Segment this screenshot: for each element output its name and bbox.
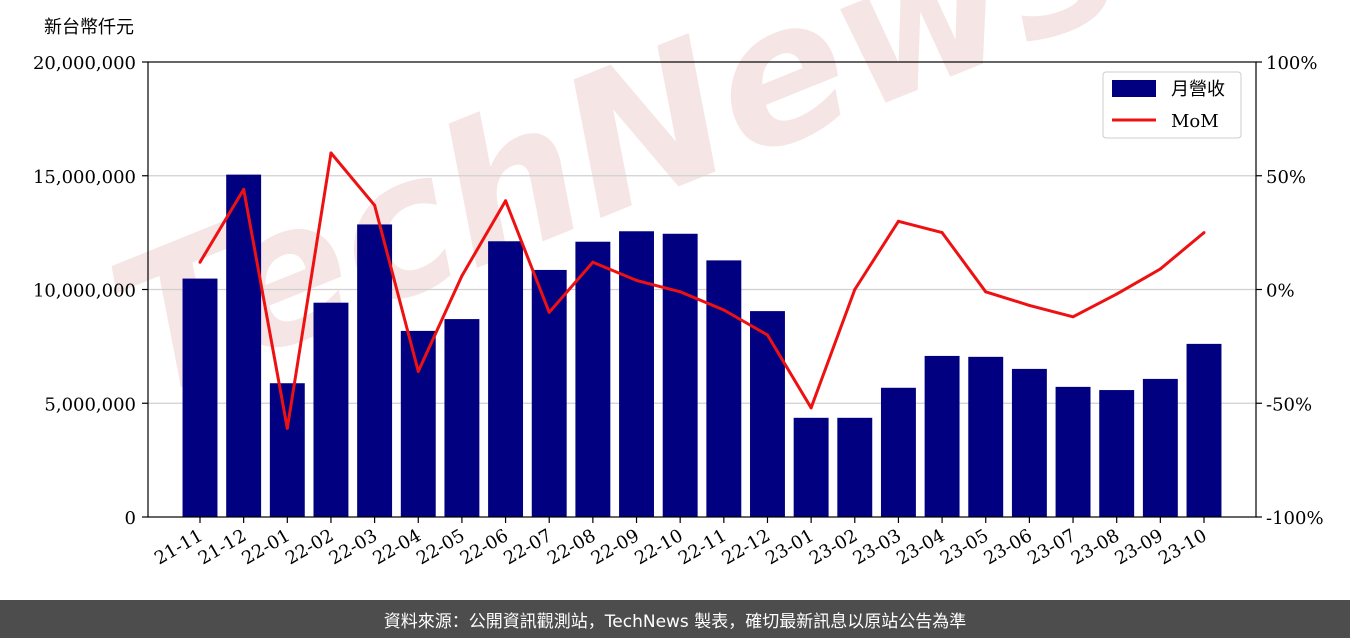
x-tick-label: 23-08: [1068, 525, 1123, 569]
x-tick-label: 23-05: [937, 525, 992, 569]
left-tick-label: 20,000,000: [33, 53, 136, 74]
mom-point-22-02: [329, 151, 333, 155]
legend: 月營收 MoM: [1102, 71, 1242, 139]
mom-point-22-12: [765, 333, 769, 337]
x-tick-label: 22-08: [544, 525, 599, 569]
x-tick-label: 21-11: [151, 525, 206, 569]
bar-22-08: [575, 241, 611, 517]
x-tick-label: 22-02: [282, 525, 337, 569]
mom-point-23-06: [1027, 303, 1031, 307]
x-tick-label: 22-11: [675, 525, 730, 569]
left-y-axis: 0 5,000,000 10,000,000 15,000,000 20,000,000: [33, 53, 148, 529]
mom-point-22-03: [373, 203, 377, 207]
mom-point-23-04: [940, 231, 944, 235]
x-tick-label: 23-09: [1111, 525, 1166, 569]
x-tick-label: 22-07: [500, 525, 555, 569]
mom-point-22-04: [416, 369, 420, 373]
right-y-axis: -100% -50% 0% 50% 100%: [1256, 53, 1324, 529]
bar-series-monthly-revenue: [182, 174, 1222, 518]
source-footer: 資料來源：公開資訊觀測站，TechNews 製表，確切最新訊息以原站公告為準: [0, 600, 1350, 638]
mom-point-23-03: [896, 219, 900, 223]
left-tick-label: 15,000,000: [33, 167, 136, 188]
mom-point-22-05: [460, 274, 464, 278]
right-tick-label: 0%: [1266, 281, 1295, 302]
bar-22-11: [706, 260, 742, 517]
mom-point-22-08: [591, 260, 595, 264]
bar-22-05: [444, 319, 480, 517]
bar-23-08: [1099, 390, 1135, 517]
mom-point-23-09: [1158, 267, 1162, 271]
x-tick-label: 22-05: [413, 525, 468, 569]
x-tick-label: 22-12: [719, 525, 774, 569]
mom-point-22-06: [504, 199, 508, 203]
revenue-chart: TechNews 新台幣仟元 05,000,00010,000,00015,00…: [33, 0, 1324, 569]
mom-point-23-07: [1071, 315, 1075, 319]
bar-23-02: [837, 417, 873, 517]
bar-22-04: [400, 330, 436, 517]
x-tick-label: 23-03: [849, 525, 904, 569]
x-tick-label: 23-07: [1024, 525, 1079, 569]
left-tick-label: 5,000,000: [44, 394, 136, 415]
x-tick-label: 23-06: [980, 525, 1035, 569]
bar-22-01: [269, 383, 305, 517]
left-tick-label: 10,000,000: [33, 281, 136, 302]
bar-22-10: [662, 233, 698, 517]
mom-point-22-07: [547, 310, 551, 314]
mom-point-21-12: [242, 187, 246, 191]
mom-point-23-02: [853, 288, 857, 291]
bar-22-07: [531, 269, 567, 517]
bar-23-03: [880, 387, 916, 517]
bar-23-09: [1142, 378, 1178, 517]
x-tick-label: 22-03: [326, 525, 381, 569]
mom-point-22-11: [722, 308, 726, 312]
x-tick-label: 23-01: [762, 525, 817, 569]
bar-23-05: [968, 356, 1004, 517]
mom-point-22-01: [285, 426, 289, 430]
line-series-mom: [198, 151, 1206, 430]
mom-point-22-09: [635, 278, 639, 282]
bar-22-02: [313, 302, 349, 517]
bar-21-12: [226, 174, 262, 518]
bar-23-10: [1186, 343, 1222, 517]
x-tick-label: 23-04: [893, 525, 948, 569]
x-tick-label: 23-02: [806, 525, 861, 569]
legend-swatch-revenue: [1112, 80, 1156, 97]
x-tick-label: 22-10: [631, 525, 686, 569]
mom-point-21-11: [198, 260, 202, 264]
bar-23-06: [1011, 368, 1047, 517]
legend-label-mom: MoM: [1171, 111, 1219, 132]
x-tick-label: 21-12: [195, 525, 250, 569]
bar-21-11: [182, 278, 218, 517]
bar-23-04: [924, 355, 960, 517]
bar-22-12: [750, 311, 785, 517]
x-tick-label: 22-06: [457, 525, 512, 569]
x-axis: 21-1121-1222-0122-0222-0322-0422-0522-06…: [151, 517, 1211, 569]
x-tick-label: 22-04: [369, 525, 424, 569]
right-tick-label: -100%: [1266, 508, 1324, 529]
left-tick-label: 0: [125, 508, 136, 529]
right-tick-label: 50%: [1266, 167, 1306, 188]
bar-23-01: [793, 417, 829, 517]
mom-point-23-05: [984, 290, 988, 294]
right-tick-label: 100%: [1266, 53, 1317, 74]
mom-line: [198, 151, 1205, 430]
x-tick-label: 22-09: [588, 525, 643, 569]
bar-22-03: [357, 224, 393, 517]
bar-22-06: [488, 241, 524, 517]
x-tick-label: 22-01: [238, 525, 293, 569]
bar-23-07: [1055, 386, 1091, 517]
mom-point-23-08: [1115, 292, 1119, 296]
mom-point-22-10: [678, 290, 682, 294]
mom-point-23-01: [809, 406, 813, 410]
x-tick-label: 23-10: [1155, 525, 1210, 569]
y-axis-unit-label: 新台幣仟元: [44, 17, 134, 38]
legend-label-revenue: 月營收: [1171, 79, 1225, 100]
mom-point-23-10: [1202, 231, 1206, 235]
right-tick-label: -50%: [1266, 394, 1312, 415]
